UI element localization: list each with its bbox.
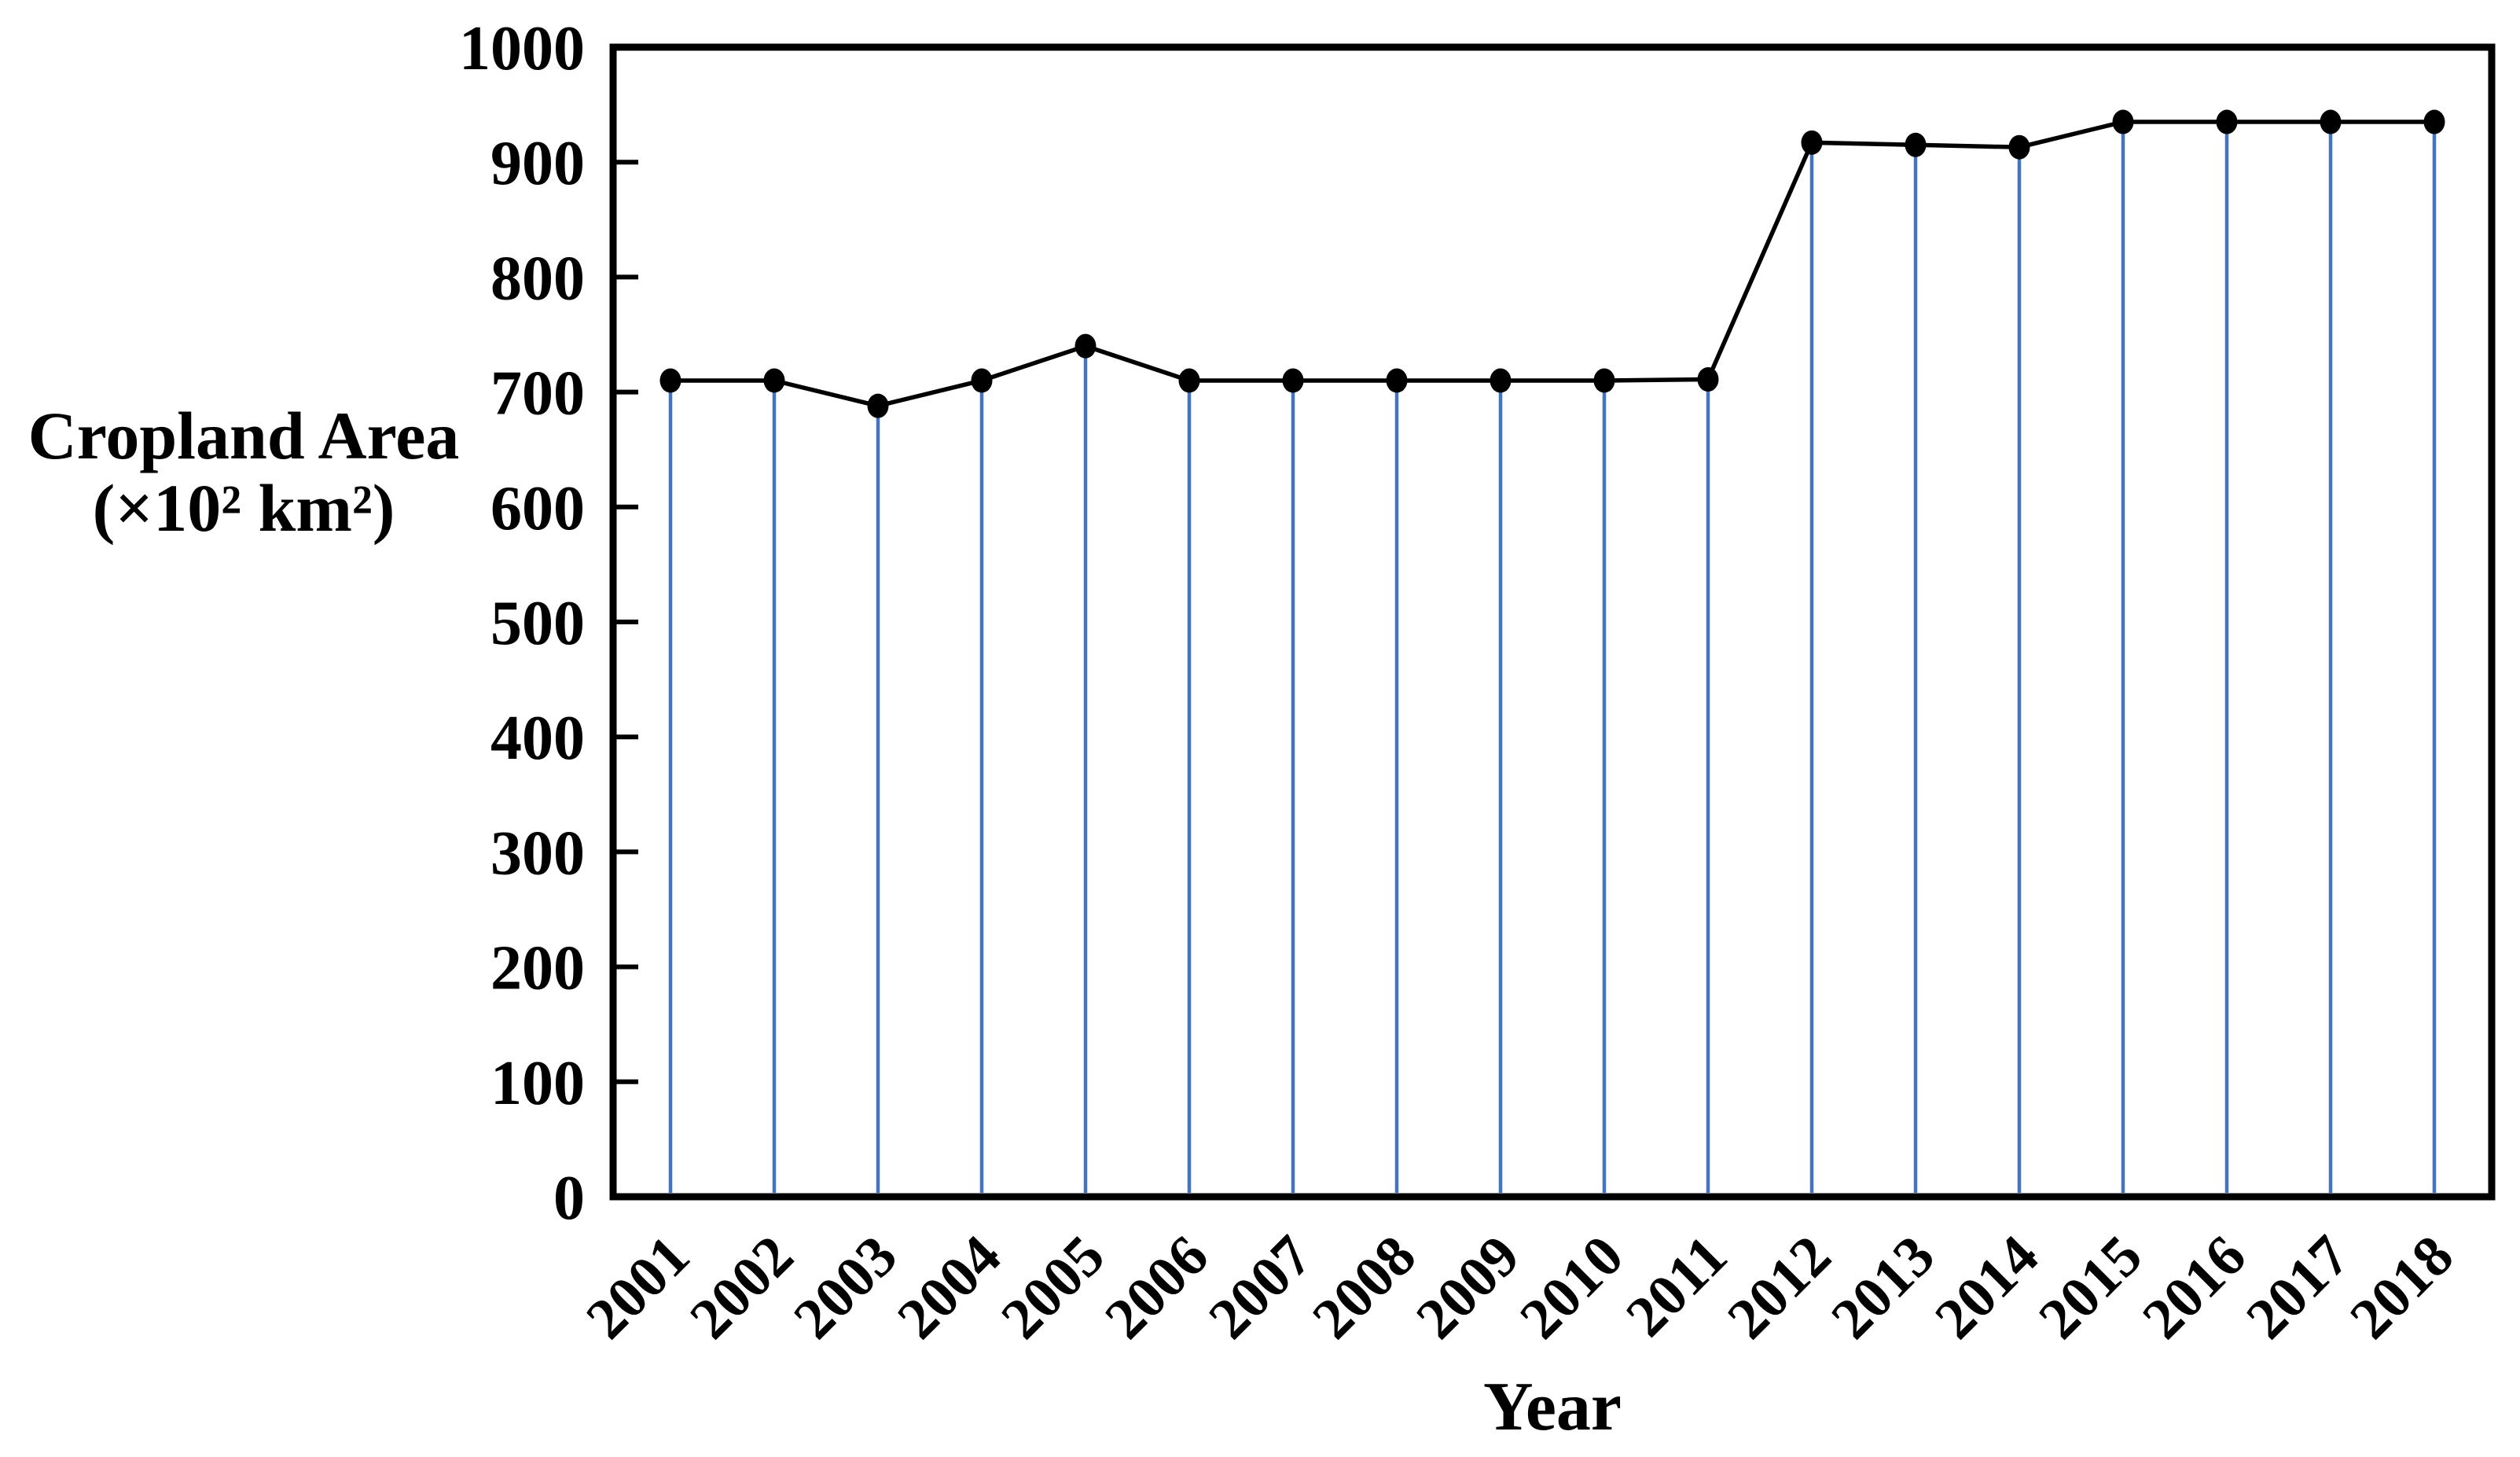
data-point-marker (2423, 109, 2445, 134)
x-tick-label: 2003 (781, 1223, 909, 1352)
x-tick-label: 2011 (1614, 1223, 1739, 1349)
data-point-marker (1074, 333, 1097, 359)
y-axis-title-line1: Cropland Area (28, 398, 460, 473)
x-tick-label: 2005 (989, 1223, 1117, 1352)
y-tick-label: 200 (490, 934, 585, 1003)
y-tick-label: 500 (490, 589, 585, 658)
x-tick-label: 2016 (2130, 1223, 2258, 1352)
y-tick-label: 700 (490, 359, 585, 429)
data-point-marker (1386, 368, 1408, 393)
data-point-marker (1282, 368, 1304, 393)
y-tick-label: 600 (490, 474, 585, 543)
x-tick-label: 2015 (2026, 1223, 2154, 1352)
x-tick-label: 2002 (678, 1223, 806, 1352)
x-tick-label: 2009 (1404, 1223, 1532, 1352)
data-point-marker (2216, 109, 2238, 134)
x-tick-label: 2001 (574, 1223, 702, 1352)
y-axis-title-line2: (×10² km²) (92, 470, 395, 546)
x-tick-label: 2017 (2234, 1223, 2362, 1352)
data-point-marker (1905, 132, 1927, 157)
x-tick-label: 2008 (1300, 1223, 1428, 1352)
x-tick-label: 2006 (1093, 1223, 1221, 1352)
data-point-marker (659, 368, 681, 393)
data-point-marker (2320, 109, 2342, 134)
x-tick-label: 2004 (885, 1223, 1013, 1352)
series-line (670, 120, 2434, 408)
x-tick-label: 2018 (2338, 1223, 2466, 1352)
data-point-marker (763, 368, 785, 393)
data-point-marker (1697, 367, 1719, 392)
x-tick-label: 2010 (1508, 1223, 1636, 1352)
y-tick-label: 900 (490, 129, 585, 198)
x-tick-label: 2007 (1196, 1223, 1324, 1352)
data-point-marker (971, 368, 993, 393)
y-tick-label: 300 (490, 819, 585, 888)
data-point-marker (2112, 109, 2134, 134)
x-tick-label: 2013 (1819, 1223, 1947, 1352)
y-tick-label: 400 (490, 704, 585, 773)
data-point-marker (1593, 368, 1615, 393)
data-point-marker (1801, 130, 1823, 155)
plot-border (609, 43, 2496, 1201)
y-tick-label: 1000 (459, 14, 585, 83)
data-point-marker (1178, 368, 1200, 393)
y-tick-label: 0 (553, 1164, 585, 1233)
data-point-marker (2008, 134, 2030, 160)
x-axis-title: Year (1483, 1369, 1622, 1445)
y-tick-label: 800 (490, 244, 585, 313)
x-tick-label: 2014 (1923, 1223, 2051, 1352)
x-tick-label: 2012 (1715, 1223, 1843, 1352)
y-axis-title: Cropland Area (×10² km²) (0, 399, 487, 544)
data-point-marker (1490, 368, 1512, 393)
data-point-marker (867, 393, 889, 418)
y-tick-label: 100 (490, 1049, 585, 1118)
